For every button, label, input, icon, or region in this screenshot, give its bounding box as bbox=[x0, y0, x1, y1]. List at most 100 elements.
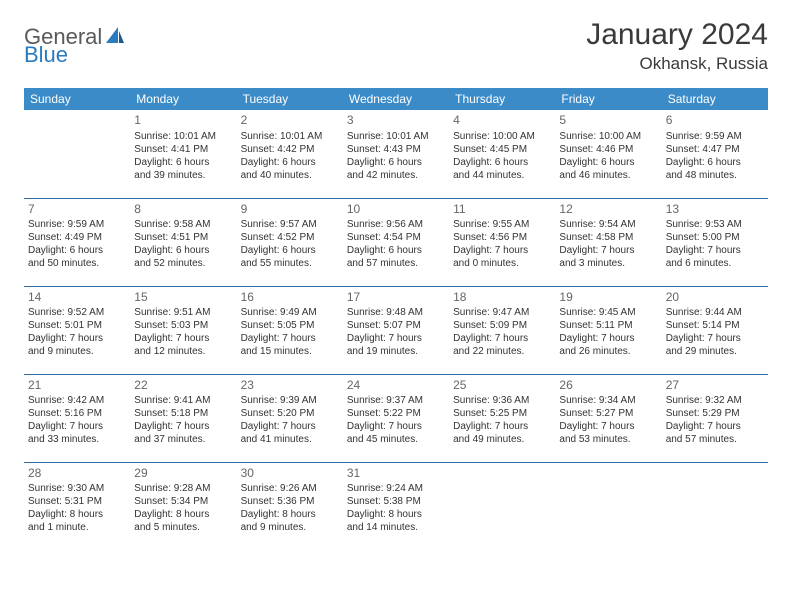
daylight-line: and 52 minutes. bbox=[134, 257, 232, 270]
weekday-header: Friday bbox=[555, 88, 661, 110]
sunset-line: Sunset: 4:51 PM bbox=[134, 231, 232, 244]
sunset-line: Sunset: 5:03 PM bbox=[134, 319, 232, 332]
daylight-line: Daylight: 7 hours bbox=[453, 332, 551, 345]
daylight-line: and 53 minutes. bbox=[559, 433, 657, 446]
day-number: 12 bbox=[559, 202, 657, 218]
day-number: 10 bbox=[347, 202, 445, 218]
calendar-day-cell: 9Sunrise: 9:57 AMSunset: 4:52 PMDaylight… bbox=[237, 198, 343, 286]
sunset-line: Sunset: 5:01 PM bbox=[28, 319, 126, 332]
day-number: 29 bbox=[134, 466, 232, 482]
sunset-line: Sunset: 4:58 PM bbox=[559, 231, 657, 244]
day-number: 30 bbox=[241, 466, 339, 482]
weekday-header: Sunday bbox=[24, 88, 130, 110]
daylight-line: Daylight: 7 hours bbox=[241, 420, 339, 433]
sunset-line: Sunset: 5:11 PM bbox=[559, 319, 657, 332]
daylight-line: and 57 minutes. bbox=[347, 257, 445, 270]
daylight-line: and 49 minutes. bbox=[453, 433, 551, 446]
sunset-line: Sunset: 5:22 PM bbox=[347, 407, 445, 420]
daylight-line: Daylight: 7 hours bbox=[453, 420, 551, 433]
calendar-day-cell: 23Sunrise: 9:39 AMSunset: 5:20 PMDayligh… bbox=[237, 374, 343, 462]
day-number: 3 bbox=[347, 113, 445, 129]
calendar-day-cell: 25Sunrise: 9:36 AMSunset: 5:25 PMDayligh… bbox=[449, 374, 555, 462]
day-number: 22 bbox=[134, 378, 232, 394]
weekday-header: Thursday bbox=[449, 88, 555, 110]
calendar-week-row: 28Sunrise: 9:30 AMSunset: 5:31 PMDayligh… bbox=[24, 462, 768, 550]
day-number: 24 bbox=[347, 378, 445, 394]
sunset-line: Sunset: 5:00 PM bbox=[666, 231, 764, 244]
daylight-line: Daylight: 7 hours bbox=[28, 420, 126, 433]
calendar-day-cell: 30Sunrise: 9:26 AMSunset: 5:36 PMDayligh… bbox=[237, 462, 343, 550]
calendar-day-cell: 8Sunrise: 9:58 AMSunset: 4:51 PMDaylight… bbox=[130, 198, 236, 286]
calendar-day-cell: 11Sunrise: 9:55 AMSunset: 4:56 PMDayligh… bbox=[449, 198, 555, 286]
daylight-line: and 9 minutes. bbox=[28, 345, 126, 358]
daylight-line: and 57 minutes. bbox=[666, 433, 764, 446]
sunrise-line: Sunrise: 9:32 AM bbox=[666, 394, 764, 407]
sunrise-line: Sunrise: 10:00 AM bbox=[453, 130, 551, 143]
calendar-week-row: 21Sunrise: 9:42 AMSunset: 5:16 PMDayligh… bbox=[24, 374, 768, 462]
sunrise-line: Sunrise: 9:37 AM bbox=[347, 394, 445, 407]
sunrise-line: Sunrise: 10:01 AM bbox=[241, 130, 339, 143]
sunset-line: Sunset: 5:14 PM bbox=[666, 319, 764, 332]
daylight-line: and 3 minutes. bbox=[559, 257, 657, 270]
calendar-week-row: 14Sunrise: 9:52 AMSunset: 5:01 PMDayligh… bbox=[24, 286, 768, 374]
sunrise-line: Sunrise: 9:41 AM bbox=[134, 394, 232, 407]
sunrise-line: Sunrise: 9:59 AM bbox=[28, 218, 126, 231]
day-number: 16 bbox=[241, 290, 339, 306]
title-block: January 2024 Okhansk, Russia bbox=[586, 18, 768, 74]
day-number: 5 bbox=[559, 113, 657, 129]
daylight-line: Daylight: 7 hours bbox=[559, 332, 657, 345]
daylight-line: and 19 minutes. bbox=[347, 345, 445, 358]
daylight-line: and 48 minutes. bbox=[666, 169, 764, 182]
sunrise-line: Sunrise: 9:47 AM bbox=[453, 306, 551, 319]
sunset-line: Sunset: 5:07 PM bbox=[347, 319, 445, 332]
calendar-empty-cell bbox=[24, 110, 130, 198]
sunset-line: Sunset: 5:18 PM bbox=[134, 407, 232, 420]
sunset-line: Sunset: 4:56 PM bbox=[453, 231, 551, 244]
sunset-line: Sunset: 5:05 PM bbox=[241, 319, 339, 332]
sunset-line: Sunset: 5:31 PM bbox=[28, 495, 126, 508]
daylight-line: and 22 minutes. bbox=[453, 345, 551, 358]
daylight-line: and 9 minutes. bbox=[241, 521, 339, 534]
header: General January 2024 Okhansk, Russia bbox=[24, 18, 768, 74]
day-number: 2 bbox=[241, 113, 339, 129]
daylight-line: Daylight: 7 hours bbox=[666, 420, 764, 433]
sunrise-line: Sunrise: 10:00 AM bbox=[559, 130, 657, 143]
daylight-line: Daylight: 7 hours bbox=[559, 420, 657, 433]
day-number: 14 bbox=[28, 290, 126, 306]
day-number: 7 bbox=[28, 202, 126, 218]
daylight-line: and 37 minutes. bbox=[134, 433, 232, 446]
daylight-line: Daylight: 6 hours bbox=[666, 156, 764, 169]
calendar-empty-cell bbox=[662, 462, 768, 550]
calendar-day-cell: 5Sunrise: 10:00 AMSunset: 4:46 PMDayligh… bbox=[555, 110, 661, 198]
calendar-page: General January 2024 Okhansk, Russia Blu… bbox=[0, 0, 792, 550]
day-number: 13 bbox=[666, 202, 764, 218]
daylight-line: and 15 minutes. bbox=[241, 345, 339, 358]
calendar-day-cell: 28Sunrise: 9:30 AMSunset: 5:31 PMDayligh… bbox=[24, 462, 130, 550]
day-number: 15 bbox=[134, 290, 232, 306]
day-number: 4 bbox=[453, 113, 551, 129]
daylight-line: Daylight: 8 hours bbox=[134, 508, 232, 521]
sunrise-line: Sunrise: 9:59 AM bbox=[666, 130, 764, 143]
daylight-line: and 46 minutes. bbox=[559, 169, 657, 182]
daylight-line: and 6 minutes. bbox=[666, 257, 764, 270]
day-number: 9 bbox=[241, 202, 339, 218]
sunrise-line: Sunrise: 10:01 AM bbox=[347, 130, 445, 143]
calendar-day-cell: 7Sunrise: 9:59 AMSunset: 4:49 PMDaylight… bbox=[24, 198, 130, 286]
calendar-day-cell: 18Sunrise: 9:47 AMSunset: 5:09 PMDayligh… bbox=[449, 286, 555, 374]
sunrise-line: Sunrise: 9:48 AM bbox=[347, 306, 445, 319]
daylight-line: Daylight: 6 hours bbox=[559, 156, 657, 169]
day-number: 31 bbox=[347, 466, 445, 482]
daylight-line: Daylight: 7 hours bbox=[347, 420, 445, 433]
calendar-day-cell: 31Sunrise: 9:24 AMSunset: 5:38 PMDayligh… bbox=[343, 462, 449, 550]
calendar-day-cell: 14Sunrise: 9:52 AMSunset: 5:01 PMDayligh… bbox=[24, 286, 130, 374]
calendar-day-cell: 22Sunrise: 9:41 AMSunset: 5:18 PMDayligh… bbox=[130, 374, 236, 462]
logo-sail-icon bbox=[104, 25, 126, 50]
daylight-line: and 42 minutes. bbox=[347, 169, 445, 182]
location: Okhansk, Russia bbox=[586, 54, 768, 74]
sunset-line: Sunset: 4:46 PM bbox=[559, 143, 657, 156]
daylight-line: and 29 minutes. bbox=[666, 345, 764, 358]
daylight-line: and 5 minutes. bbox=[134, 521, 232, 534]
daylight-line: Daylight: 7 hours bbox=[666, 244, 764, 257]
daylight-line: Daylight: 7 hours bbox=[134, 332, 232, 345]
daylight-line: Daylight: 6 hours bbox=[241, 244, 339, 257]
